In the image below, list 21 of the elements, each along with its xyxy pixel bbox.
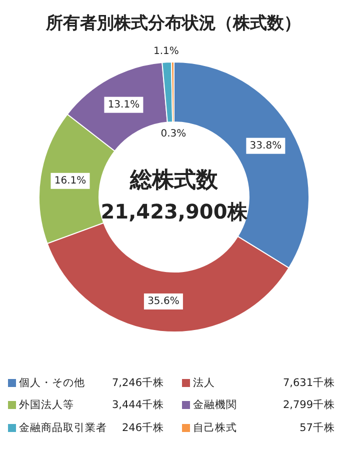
data-label: 13.1%	[108, 100, 140, 111]
chart-title: 所有者別株式分布状況（株式数）	[45, 14, 301, 34]
text: 7,246千株	[112, 376, 164, 389]
data-label: 16.1%	[54, 176, 86, 187]
data-label: 33.8%	[250, 140, 282, 152]
data-label: 35.6%	[148, 296, 180, 308]
text: 総株式数	[129, 168, 219, 194]
legend-label: 個人・その他	[19, 376, 85, 389]
text: 57千株	[300, 420, 335, 434]
legend-label: 金融商品取引業者	[19, 420, 107, 434]
text: 2,799千株	[282, 398, 335, 411]
data-label: 1.1%	[154, 46, 179, 57]
text: 246千株	[122, 420, 164, 434]
data-label: 0.3%	[160, 128, 186, 140]
legend-label: 外国法人等	[19, 398, 74, 411]
text: 21,423,900株	[100, 199, 248, 224]
legend-label: 金融機関	[193, 398, 237, 411]
text: 7,631千株	[282, 376, 335, 389]
legend-label: 法人	[193, 376, 215, 389]
text: 3,444千株	[112, 398, 164, 411]
legend-label: 自己株式	[193, 420, 237, 434]
